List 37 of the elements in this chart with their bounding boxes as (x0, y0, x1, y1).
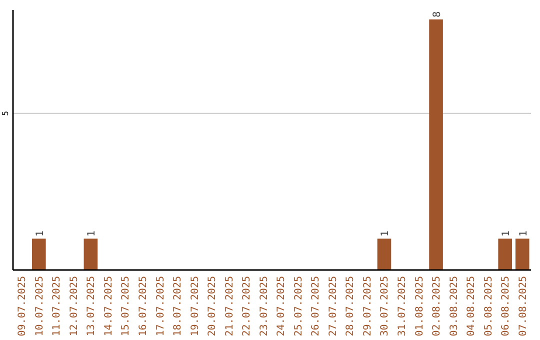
x-tick-label: 07.08.2025 (518, 276, 529, 336)
data-label: 8 (432, 11, 444, 18)
data-label: 1 (34, 230, 46, 237)
x-tick-label: 24.07.2025 (276, 276, 288, 336)
x-tick-label: 10.07.2025 (34, 276, 46, 336)
x-tick-label: 01.08.2025 (414, 276, 426, 336)
x-tick-label: 31.07.2025 (397, 276, 408, 336)
x-tick-label: 23.07.2025 (258, 276, 270, 336)
x-tick-label: 29.07.2025 (362, 276, 374, 336)
x-tick-label: 05.08.2025 (483, 276, 494, 336)
x-tick-label: 04.08.2025 (466, 276, 478, 336)
data-label: 1 (501, 230, 512, 237)
x-tick-label: 16.07.2025 (138, 276, 149, 336)
x-tick-label: 19.07.2025 (190, 276, 201, 336)
x-tick-label: 28.07.2025 (345, 276, 356, 336)
x-tick-label: 12.07.2025 (68, 276, 80, 336)
x-tick-label: 21.07.2025 (224, 276, 236, 336)
x-tick-label: 03.08.2025 (448, 276, 460, 336)
x-tick-label: 15.07.2025 (120, 276, 132, 336)
x-tick-label: 27.07.2025 (328, 276, 339, 336)
x-tick-label: 14.07.2025 (103, 276, 114, 336)
x-tick-label: 17.07.2025 (155, 276, 166, 336)
x-tick-label: 30.07.2025 (380, 276, 391, 336)
x-tick-label: 13.07.2025 (86, 276, 98, 336)
x-tick-label: 09.07.2025 (17, 276, 28, 336)
data-label: 1 (518, 230, 530, 237)
x-tick-label: 06.08.2025 (500, 276, 512, 336)
x-tick-label: 22.07.2025 (242, 276, 253, 336)
x-tick-label: 18.07.2025 (172, 276, 184, 336)
y-tick-label: 5 (1, 110, 10, 116)
x-tick-label: 25.07.2025 (293, 276, 304, 336)
data-label: 1 (380, 230, 392, 237)
data-label: 1 (86, 230, 98, 237)
x-tick-label: 26.07.2025 (310, 276, 322, 336)
x-tick-label: 20.07.2025 (207, 276, 218, 336)
x-tick-label: 02.08.2025 (432, 276, 443, 336)
x-tick-label: 11.07.2025 (52, 276, 63, 336)
